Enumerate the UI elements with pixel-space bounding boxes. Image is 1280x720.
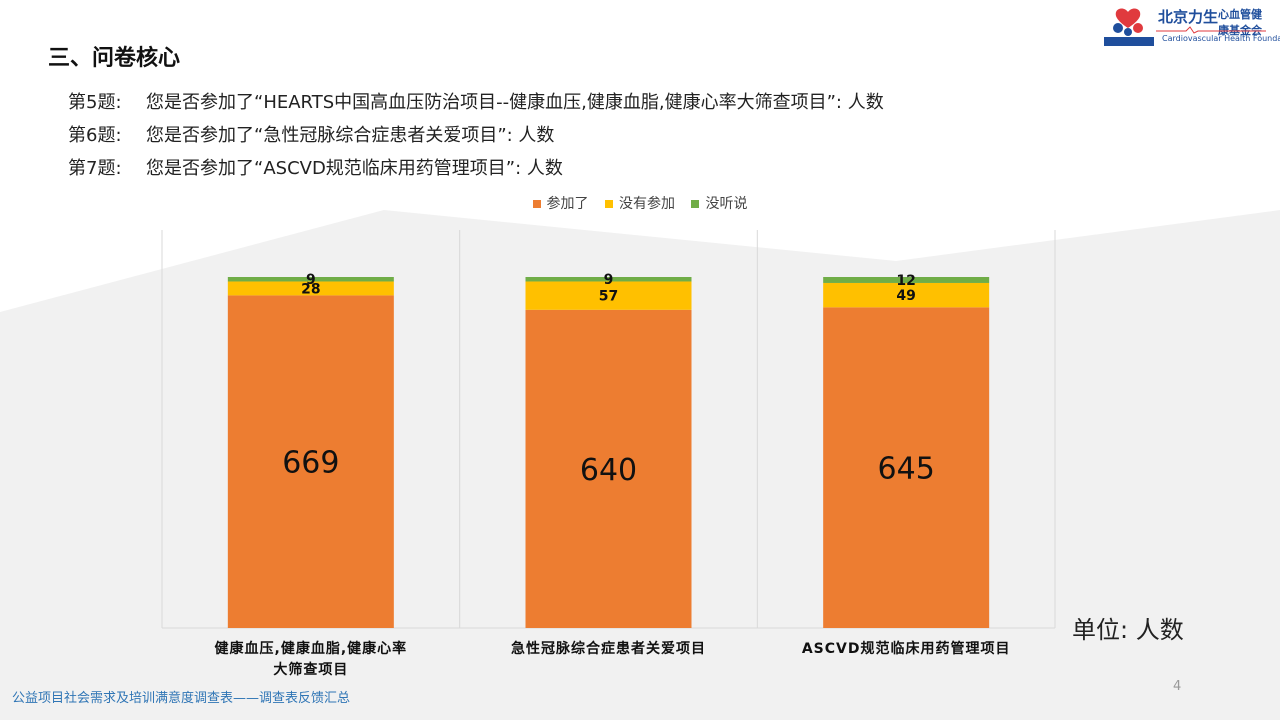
- legend-swatch: [532, 200, 541, 208]
- legend-label: 没听说: [705, 196, 748, 212]
- question-text: 您是否参加了“HEARTS中国高血压防治项目--健康血压,健康血脂,健康心率大筛…: [146, 92, 884, 113]
- data-label: 57: [599, 289, 618, 305]
- bar-segment: [823, 277, 990, 283]
- legend-label: 参加了: [546, 196, 589, 212]
- category-label: 健康血压,健康血脂,健康心率: [215, 640, 408, 657]
- foundation-logo: 北京力生 心血管健康基金会 Cardiovascular Health Foun…: [1100, 4, 1280, 46]
- bar-segment: [227, 295, 394, 628]
- logo-band: [1104, 37, 1154, 46]
- legend-item-not-joined: 没有参加: [605, 193, 675, 213]
- question-text: 您是否参加了“急性冠脉综合症患者关爱项目”: 人数: [146, 125, 555, 146]
- legend-label: 没有参加: [619, 196, 675, 212]
- bar-segment: [525, 277, 692, 282]
- question-7: 第7题: 您是否参加了“ASCVD规范临床用药管理项目”: 人数: [68, 154, 563, 180]
- legend-item-never-heard: 没听说: [691, 193, 747, 213]
- question-number: 第5题:: [68, 92, 122, 113]
- slide-title: 三、问卷核心: [48, 46, 181, 71]
- bar-segment: [823, 307, 990, 628]
- question-number: 第6题:: [68, 125, 122, 146]
- bar-segment: [525, 309, 692, 628]
- heart-logo-icon: [1113, 8, 1143, 36]
- legend-swatch: [605, 200, 613, 208]
- page-number: 4: [1173, 679, 1182, 694]
- question-5: 第5题: 您是否参加了“HEARTS中国高血压防治项目--健康血压,健康血脂,健康…: [68, 88, 884, 114]
- data-label: 12: [896, 273, 915, 289]
- logo-name-en: Cardiovascular Health Foundation: [1162, 34, 1280, 43]
- bar-segment: [823, 282, 990, 308]
- bar-segment: [525, 281, 692, 310]
- category-label: 急性冠脉综合症患者关爱项目: [511, 640, 706, 657]
- logo-name-cn: 北京力生: [1158, 8, 1219, 26]
- data-label: 669: [282, 446, 339, 481]
- unit-label: 单位: 人数: [1072, 616, 1184, 644]
- data-label: 28: [301, 281, 320, 297]
- data-label: 9: [604, 272, 614, 288]
- footer-text: 公益项目社会需求及培训满意度调查表——调查表反馈汇总: [12, 691, 351, 706]
- bar-segment: [227, 281, 394, 296]
- legend-swatch: [691, 200, 700, 208]
- data-label: 645: [878, 452, 935, 487]
- pulse-line-icon: [1156, 26, 1266, 34]
- legend-item-joined: 参加了: [532, 193, 589, 213]
- data-label: 9: [306, 272, 316, 288]
- question-number: 第7题:: [68, 158, 122, 179]
- data-label: 49: [896, 288, 915, 304]
- question-6: 第6题: 您是否参加了“急性冠脉综合症患者关爱项目”: 人数: [68, 121, 554, 147]
- question-text: 您是否参加了“ASCVD规范临床用药管理项目”: 人数: [146, 158, 563, 179]
- chart-legend: 参加了 没有参加 没听说: [0, 193, 1280, 213]
- category-label: ASCVD规范临床用药管理项目: [802, 640, 1011, 657]
- bar-segment: [227, 277, 394, 282]
- category-label: 大筛查项目: [273, 661, 348, 678]
- data-label: 640: [580, 453, 637, 488]
